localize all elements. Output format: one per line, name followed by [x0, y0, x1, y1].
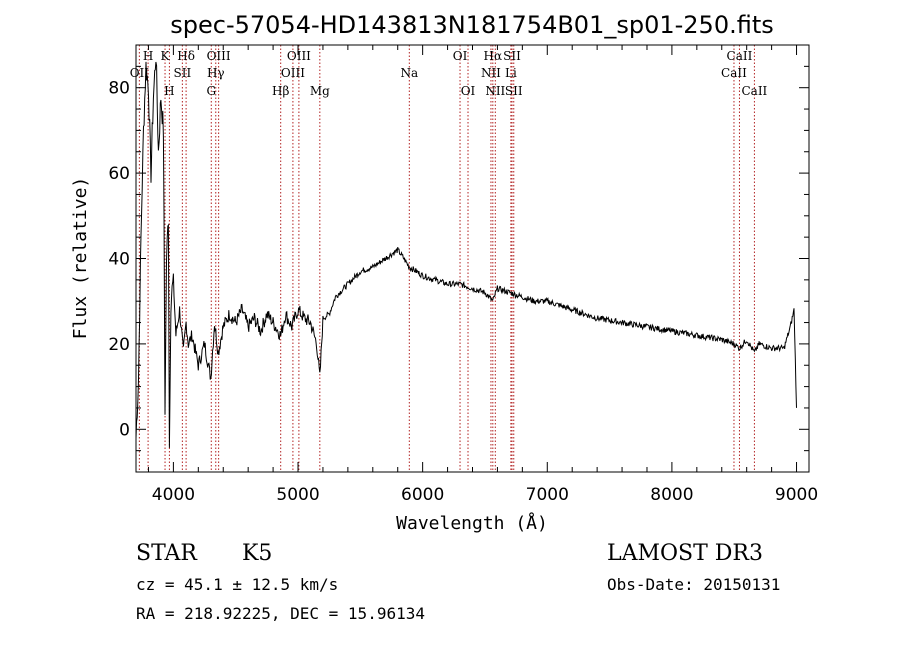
x-axis-ticks: 4000 5000 6000 7000 8000 9000 — [147, 45, 818, 505]
spectral-line-label: Hδ — [177, 49, 195, 63]
redshift-cz: cz = 45.1 ± 12.5 km/s — [136, 575, 338, 594]
x-tick-label: 4000 — [152, 485, 195, 505]
survey-name: LAMOST DR3 — [607, 541, 763, 566]
spectral-line-label: OIII — [287, 49, 311, 63]
x-tick-label: 7000 — [526, 485, 569, 505]
spectral-line-label: OIII — [207, 49, 231, 63]
spectral-line-label: SII — [174, 66, 192, 80]
x-tick-label: 9000 — [775, 485, 818, 505]
spectral-line-label: Hγ — [207, 66, 225, 80]
spectral-line-label: CaII — [721, 66, 747, 80]
x-axis-label: Wavelength (Å) — [396, 512, 548, 534]
chart-title: spec-57054-HD143813N181754B01_sp01-250.f… — [170, 11, 774, 39]
spectral-line-label: K — [161, 49, 171, 63]
spectral-line-label: H — [143, 49, 153, 63]
spectral-line-label: OI — [453, 49, 468, 63]
spectral-line-label: SII — [503, 49, 521, 63]
y-tick-label: 60 — [108, 164, 130, 184]
y-tick-label: 80 — [108, 79, 130, 99]
spectral-line-markers — [138, 45, 755, 472]
x-tick-label: 8000 — [650, 485, 693, 505]
spectral-line-label: Mg — [310, 84, 330, 98]
y-tick-label: 20 — [108, 335, 130, 355]
spectral-line-label: OII — [130, 66, 150, 80]
spectral-line-labels: HOIIKHSIIHδGHγOIIIHβOIIIOIIIMgNaOIOINIIH… — [130, 49, 768, 98]
spectral-line-label: CaII — [741, 84, 767, 98]
spectral-line-label: Hα — [484, 49, 503, 63]
x-tick-label: 6000 — [401, 485, 444, 505]
coordinates: RA = 218.92225, DEC = 15.96134 — [136, 604, 425, 623]
spectral-line-label: Li — [505, 66, 517, 80]
spectral-line-label: Na — [400, 66, 418, 80]
object-class: STAR — [136, 541, 198, 566]
y-tick-label: 0 — [119, 420, 130, 440]
spectral-line-label: NII — [481, 66, 501, 80]
observation-date: Obs-Date: 20150131 — [607, 575, 780, 594]
spectral-line-label: OI — [461, 84, 476, 98]
spectral-line-label: G — [206, 84, 216, 98]
spectral-line-label: H — [164, 84, 174, 98]
y-axis-label: Flux (relative) — [70, 177, 91, 340]
spectral-line-label: Hβ — [272, 84, 289, 98]
x-tick-label: 5000 — [276, 485, 319, 505]
spectral-line-label: OIII — [281, 66, 305, 80]
spectral-subclass: K5 — [242, 541, 272, 566]
spectrum-series-line — [135, 61, 797, 448]
y-tick-label: 40 — [108, 250, 130, 270]
spectral-line-label: SII — [505, 84, 523, 98]
spectral-line-label: NII — [485, 84, 505, 98]
y-axis-ticks: 0 20 40 60 80 — [108, 44, 809, 473]
spectral-line-label: CaII — [727, 49, 753, 63]
plot-frame — [135, 44, 810, 473]
